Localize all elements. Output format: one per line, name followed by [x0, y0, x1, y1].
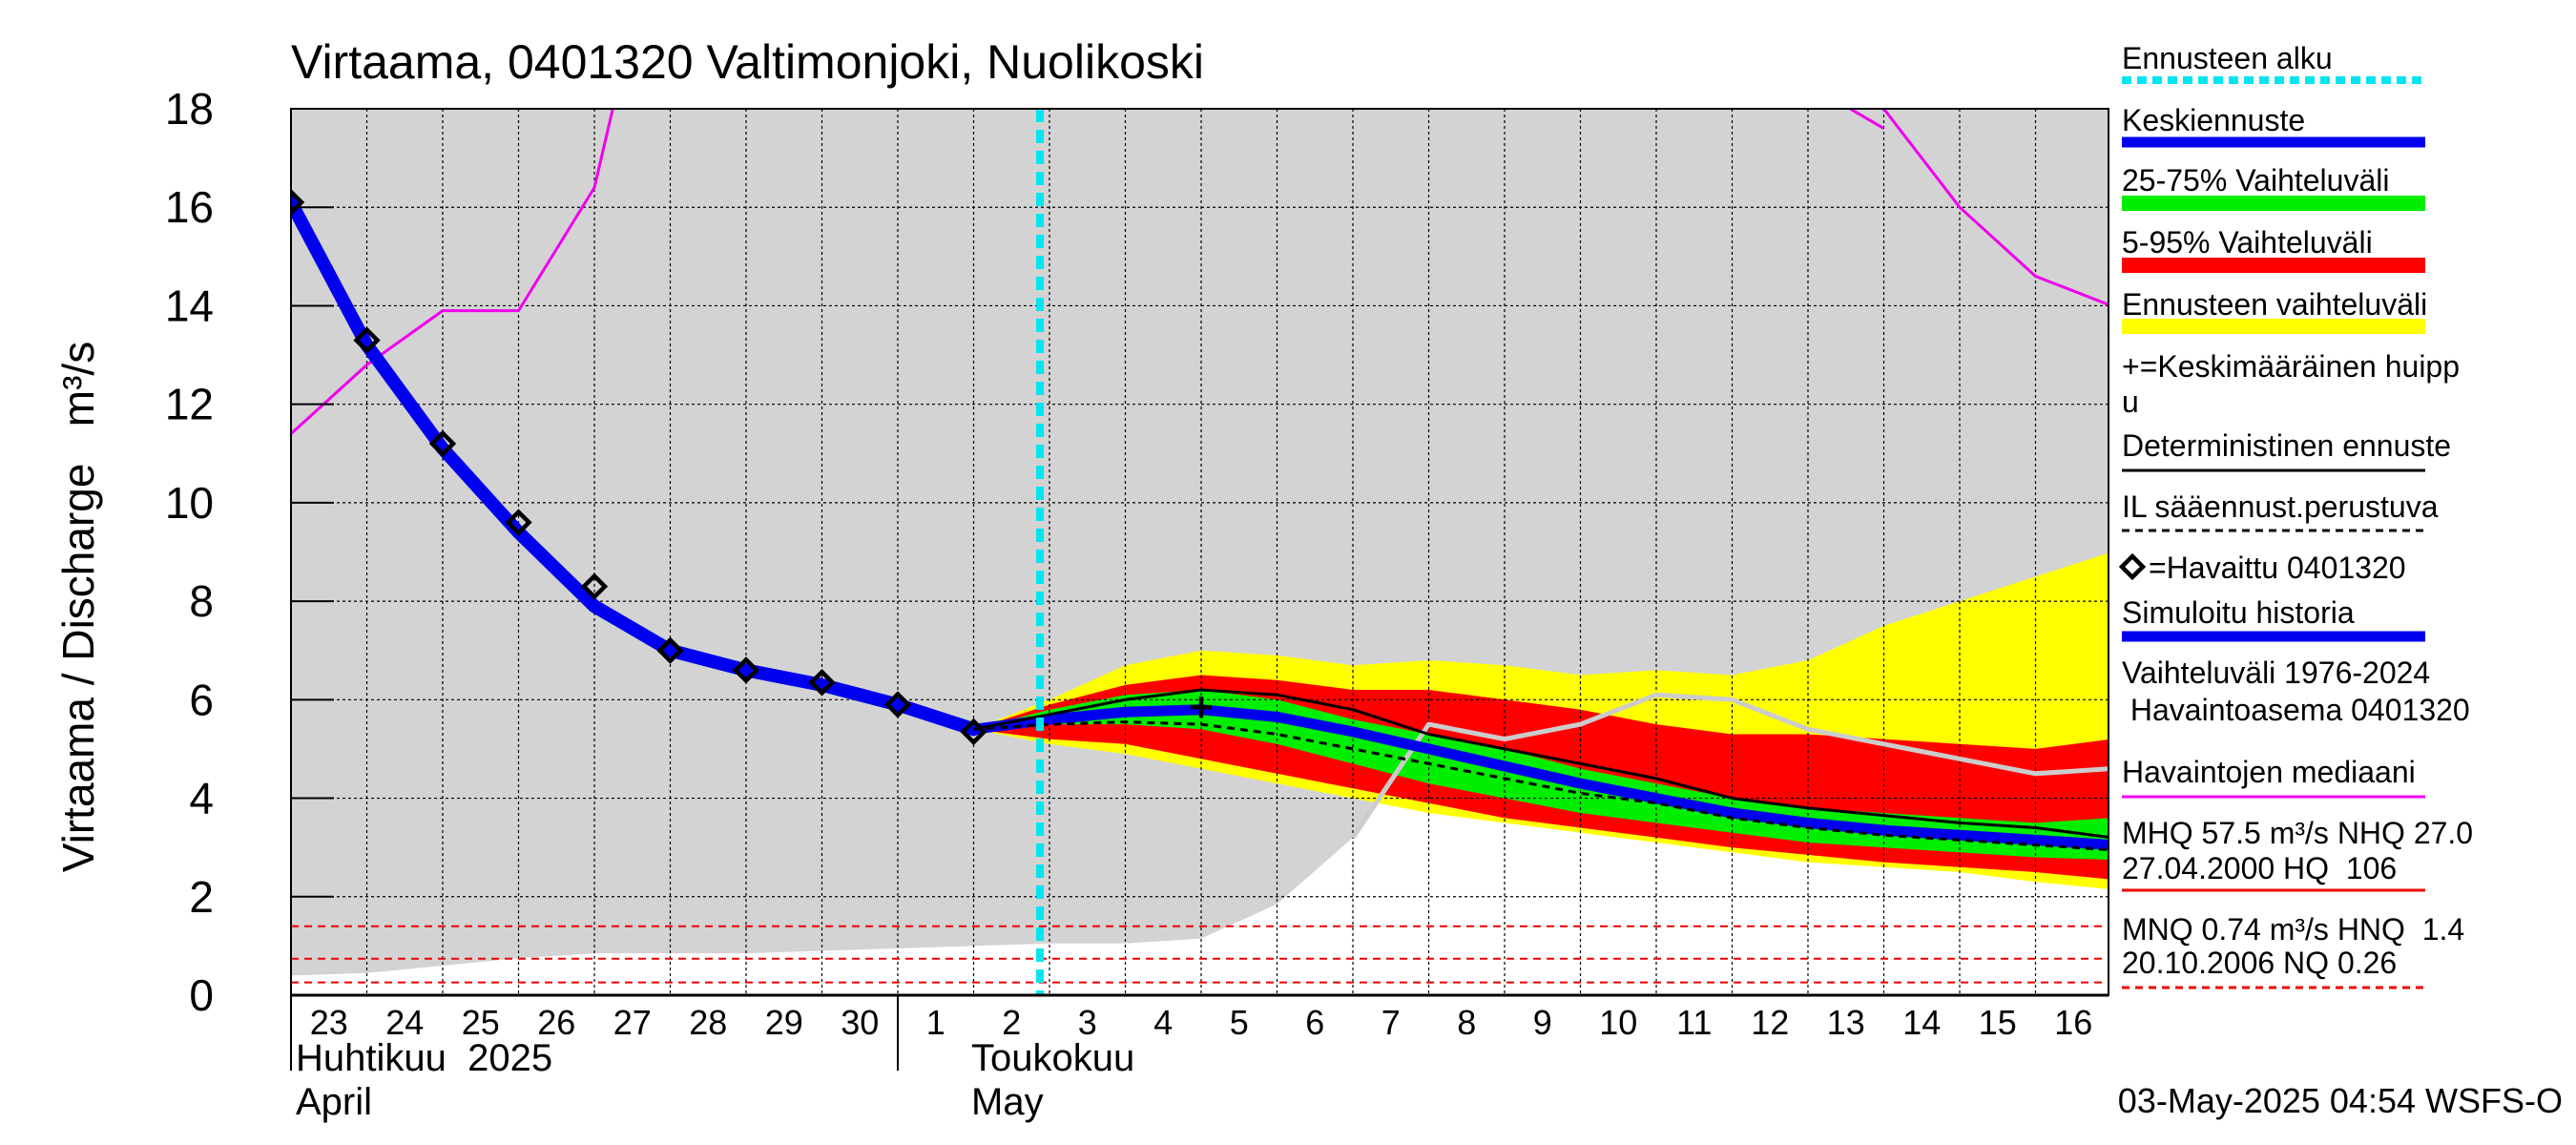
y-tick-label: 8 [189, 576, 214, 626]
legend-label-mean-forecast: Keskiennuste [2122, 103, 2305, 137]
legend-label-deterministic: Deterministinen ennuste [2122, 428, 2451, 463]
y-tick-label: 12 [165, 380, 214, 429]
x-tick-label: 9 [1533, 1003, 1552, 1042]
legend-label-ensemble-range: Ennusteen vaihteluväli [2122, 287, 2427, 322]
observed-point [883, 691, 912, 718]
observed-point [428, 429, 457, 458]
mean-peak-marker [1191, 697, 1212, 718]
x-tick-label: 8 [1457, 1003, 1476, 1042]
observed-point [505, 509, 532, 536]
legend-label-station: Havaintoasema 0401320 [2122, 693, 2470, 727]
plot-area [291, 109, 2109, 995]
x-tick-label: 6 [1305, 1003, 1324, 1042]
simulated-history-line [291, 196, 981, 737]
legend-label-mean-peak: +=Keskimääräinen huipp [2122, 349, 2460, 384]
x-tick-label: 27 [613, 1003, 652, 1042]
x-tick-label: 16 [2054, 1003, 2092, 1042]
x-tick-label: 5 [1230, 1003, 1249, 1042]
y-tick-label: 0 [189, 970, 214, 1020]
legend-label-mhq: MHQ 57.5 m³/s NHQ 27.0 [2122, 816, 2473, 850]
plot-clip-group [291, 109, 2109, 995]
legend: Ennusteen alku Keskiennuste 25-75% Vaihtel… [2118, 41, 2473, 989]
y-axis-label: Virtaama / Discharge m³/s [53, 342, 103, 872]
observed-point [808, 669, 836, 697]
station-observation-line [1350, 692, 2109, 840]
observed-point [580, 572, 609, 600]
x-tick-label: 25 [462, 1003, 500, 1042]
legend-swatch-observed [2118, 552, 2147, 581]
month-label-april-en: April [296, 1081, 372, 1123]
legend-label-range-25-75: 25-75% Vaihteluväli [2122, 163, 2389, 198]
legend-label-forecast-start: Ennusteen alku [2122, 41, 2333, 75]
legend-label-mean-peak-cont: u [2122, 385, 2139, 419]
x-tick-label: 28 [689, 1003, 727, 1042]
observed-point [732, 656, 760, 684]
observed-point [353, 326, 381, 354]
il-forecast-line [973, 720, 2109, 852]
mean-forecast-line [968, 704, 2109, 850]
median-line-peak [1847, 109, 1885, 130]
chart-title: Virtaama, 0401320 Valtimonjoki, Nuolikos… [291, 35, 1204, 89]
x-tick-label: 12 [1751, 1003, 1789, 1042]
legend-label-median: Havaintojen mediaani [2122, 755, 2416, 789]
y-tick-label: 6 [189, 675, 214, 724]
legend-label-range-5-95: 5-95% Vaihteluväli [2122, 225, 2373, 260]
observed-point [656, 636, 684, 664]
history-range-band [291, 109, 2109, 976]
median-line [291, 109, 2109, 435]
y-tick-label: 2 [189, 872, 214, 922]
deterministic-forecast-line [973, 688, 2109, 839]
y-tick-label: 16 [165, 182, 214, 232]
y-tick-label: 4 [189, 774, 214, 823]
y-tick-label: 10 [165, 478, 214, 528]
footer-timestamp: 03-May-2025 04:54 WSFS-O [2118, 1081, 2563, 1120]
month-label-april-fi: Huhtikuu 2025 [296, 1037, 552, 1079]
x-tick-label: 3 [1078, 1003, 1097, 1042]
x-tick-label: 10 [1599, 1003, 1637, 1042]
legend-label-simulated-history: Simuloitu historia [2122, 595, 2355, 630]
x-tick-label: 7 [1381, 1003, 1401, 1042]
x-tick-label: 26 [537, 1003, 575, 1042]
month-label-may-fi: Toukokuu [971, 1037, 1134, 1079]
observed-point [291, 188, 305, 217]
x-tick-label: 13 [1827, 1003, 1865, 1042]
x-tick-label: 2 [1002, 1003, 1021, 1042]
x-tick-label: 1 [926, 1003, 945, 1042]
month-label-may-en: May [971, 1081, 1044, 1123]
x-tick-label: 4 [1153, 1003, 1173, 1042]
x-tick-label: 24 [385, 1003, 424, 1042]
x-tick-label: 30 [841, 1003, 879, 1042]
x-tick-label: 29 [765, 1003, 803, 1042]
legend-label-history-range: Vaihteluväli 1976-2024 [2122, 656, 2430, 690]
y-tick-label: 14 [165, 281, 214, 330]
legend-label-nq: 20.10.2006 NQ 0.26 [2122, 946, 2397, 980]
legend-label-hq: 27.04.2000 HQ 106 [2122, 851, 2397, 885]
x-tick-label: 11 [1676, 1003, 1712, 1042]
y-tick-label: 18 [165, 84, 214, 134]
observed-point [960, 718, 987, 746]
legend-label-il-forecast: IL sääennust.perustuva [2122, 489, 2439, 524]
legend-label-observed: =Havaittu 0401320 [2149, 551, 2406, 585]
x-tick-label: 15 [1979, 1003, 2017, 1042]
x-tick-label: 14 [1902, 1003, 1941, 1042]
x-tick-label: 23 [310, 1003, 348, 1042]
legend-label-mnq: MNQ 0.74 m³/s HNQ 1.4 [2122, 912, 2464, 947]
